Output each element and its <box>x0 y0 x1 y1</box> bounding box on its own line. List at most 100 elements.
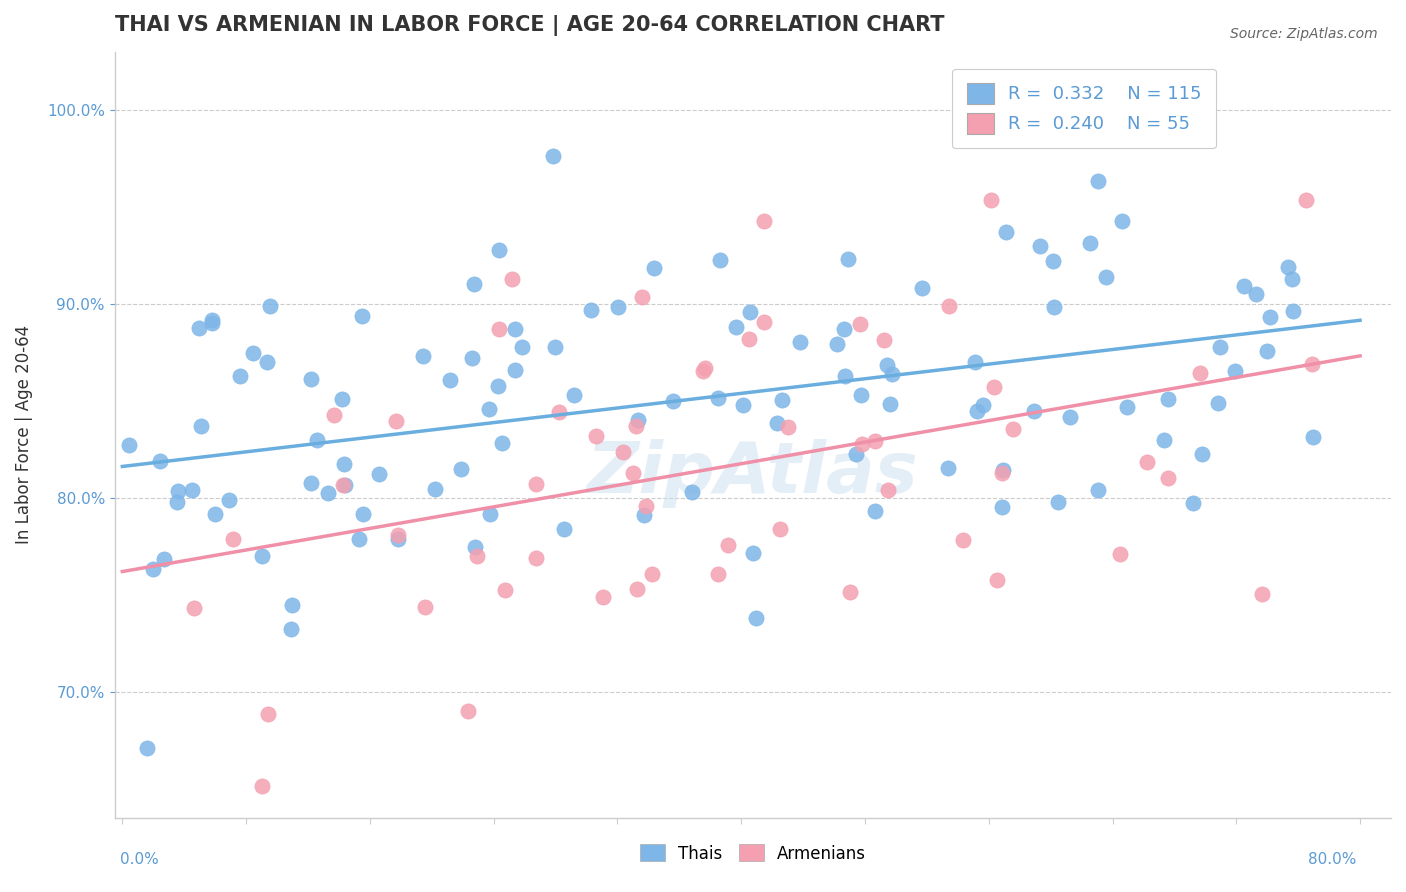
Point <box>190 418 212 433</box>
Point <box>488 322 510 336</box>
Point <box>332 458 354 472</box>
Point <box>634 499 657 513</box>
Point <box>299 372 322 386</box>
Point <box>986 573 1008 587</box>
Point <box>1111 214 1133 228</box>
Point <box>501 272 523 286</box>
Point <box>1250 587 1272 601</box>
Point <box>972 398 994 412</box>
Point <box>966 404 988 418</box>
Y-axis label: In Labor Force | Age 20-64: In Labor Force | Age 20-64 <box>15 326 32 544</box>
Point <box>142 561 165 575</box>
Point <box>541 149 564 163</box>
Point <box>1295 194 1317 208</box>
Point <box>201 313 224 327</box>
Point <box>486 378 509 392</box>
Point <box>585 429 607 443</box>
Point <box>825 337 848 351</box>
Point <box>769 522 792 536</box>
Point <box>491 436 513 450</box>
Point <box>299 475 322 490</box>
Point <box>259 299 281 313</box>
Point <box>450 462 472 476</box>
Point <box>250 549 273 564</box>
Point <box>991 500 1014 514</box>
Point <box>1157 471 1180 485</box>
Text: 80.0%: 80.0% <box>1309 852 1357 867</box>
Point <box>752 213 775 227</box>
Point <box>592 590 614 604</box>
Point <box>1223 363 1246 377</box>
Point <box>1001 422 1024 436</box>
Point <box>832 321 855 335</box>
Point <box>149 454 172 468</box>
Point <box>626 582 648 596</box>
Point <box>332 477 354 491</box>
Point <box>488 243 510 257</box>
Point <box>863 504 886 518</box>
Point <box>136 741 159 756</box>
Point <box>1059 409 1081 424</box>
Point <box>952 533 974 548</box>
Point <box>257 706 280 721</box>
Point <box>250 779 273 793</box>
Point <box>643 260 665 275</box>
Point <box>1301 357 1323 371</box>
Point <box>865 434 887 448</box>
Point <box>1281 303 1303 318</box>
Point <box>548 405 571 419</box>
Point <box>1108 547 1130 561</box>
Point <box>752 315 775 329</box>
Point <box>631 290 654 304</box>
Point <box>738 304 761 318</box>
Point <box>166 495 188 509</box>
Point <box>385 414 408 428</box>
Point <box>776 420 799 434</box>
Point <box>1182 496 1205 510</box>
Point <box>463 277 485 292</box>
Point <box>167 484 190 499</box>
Point <box>1208 340 1230 354</box>
Point <box>742 546 765 560</box>
Point <box>423 483 446 497</box>
Point <box>848 317 870 331</box>
Point <box>695 360 717 375</box>
Point <box>1277 260 1299 274</box>
Point <box>789 334 811 349</box>
Point <box>330 392 353 406</box>
Point <box>1258 310 1281 324</box>
Point <box>633 508 655 523</box>
Point <box>222 532 245 546</box>
Point <box>562 388 585 402</box>
Point <box>1042 76 1064 90</box>
Point <box>1080 235 1102 250</box>
Point <box>461 351 484 365</box>
Point <box>524 550 547 565</box>
Point <box>911 281 934 295</box>
Point <box>256 355 278 369</box>
Point <box>725 320 748 334</box>
Point <box>1191 447 1213 461</box>
Point <box>1206 396 1229 410</box>
Point <box>1046 494 1069 508</box>
Point <box>1029 239 1052 253</box>
Point <box>851 436 873 450</box>
Point <box>323 409 346 423</box>
Point <box>873 333 896 347</box>
Point <box>413 600 436 615</box>
Point <box>352 309 374 323</box>
Point <box>181 483 204 497</box>
Point <box>1153 434 1175 448</box>
Point <box>1095 270 1118 285</box>
Point <box>153 551 176 566</box>
Point <box>412 349 434 363</box>
Point <box>991 463 1014 477</box>
Legend: R =  0.332    N = 115, R =  0.240    N = 55: R = 0.332 N = 115, R = 0.240 N = 55 <box>952 69 1216 148</box>
Point <box>494 582 516 597</box>
Point <box>844 447 866 461</box>
Point <box>994 225 1017 239</box>
Point <box>335 478 357 492</box>
Point <box>877 483 900 497</box>
Text: Source: ZipAtlas.com: Source: ZipAtlas.com <box>1230 27 1378 41</box>
Point <box>1042 254 1064 268</box>
